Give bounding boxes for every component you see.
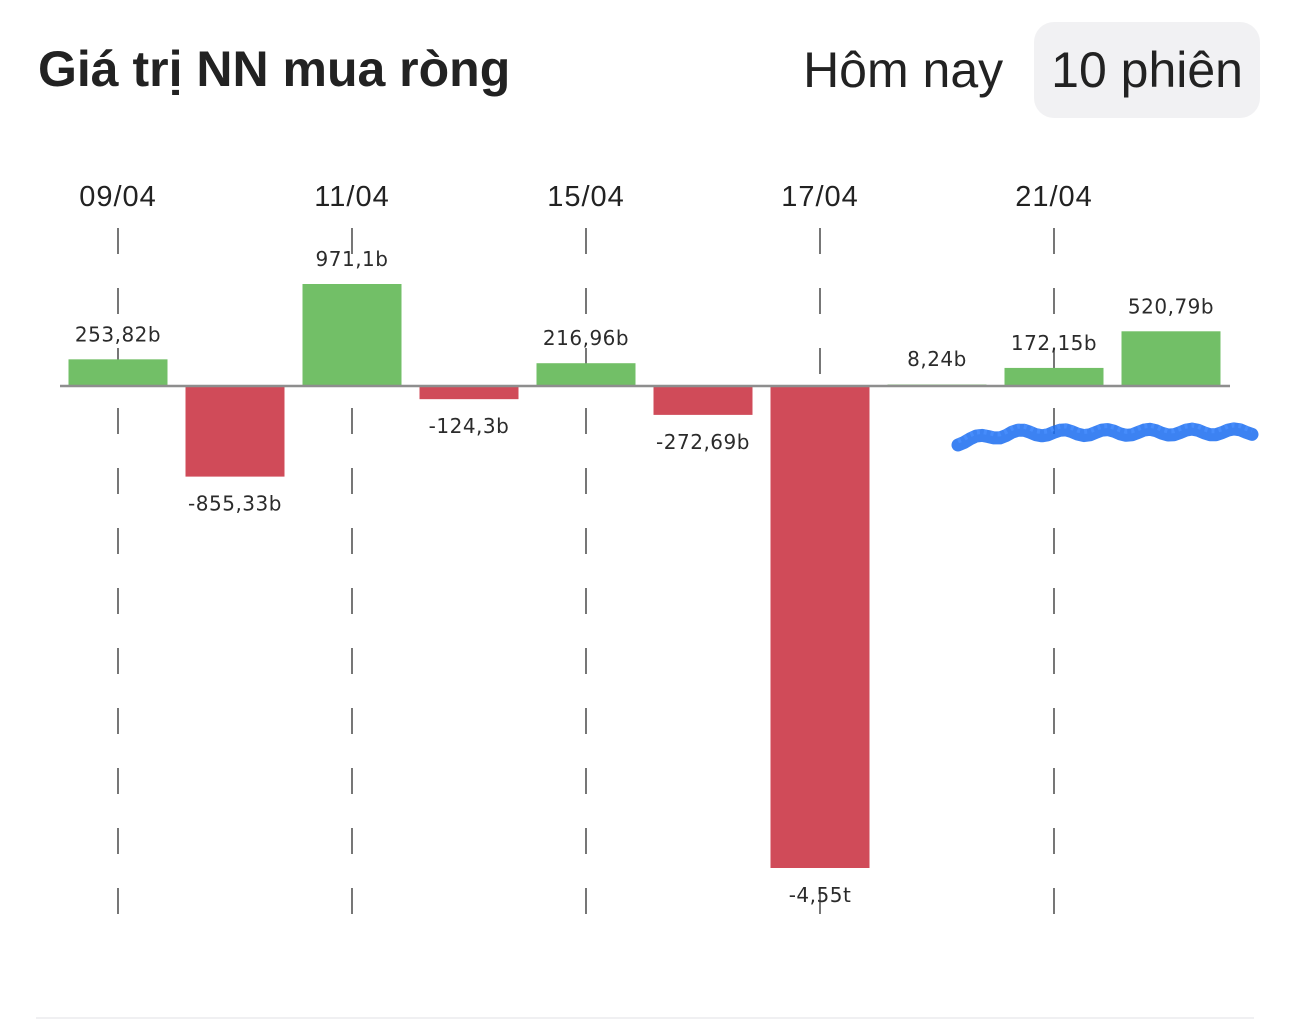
page-title: Giá trị NN mua ròng bbox=[38, 41, 511, 97]
redaction-scribble bbox=[951, 422, 1259, 452]
bar-2 bbox=[302, 284, 402, 386]
x-tick-label-1: 11/04 bbox=[314, 181, 389, 213]
bar-9 bbox=[1121, 331, 1221, 386]
tab-10-sessions[interactable]: 10 phiên bbox=[1034, 22, 1260, 118]
x-tick-label-2: 15/04 bbox=[547, 181, 625, 213]
bar-5 bbox=[653, 386, 753, 415]
value-label-7: 8,24b bbox=[907, 347, 967, 371]
x-tick-label-4: 21/04 bbox=[1015, 181, 1093, 213]
value-label-8: 172,15b bbox=[1011, 331, 1097, 355]
bar-0 bbox=[68, 359, 168, 386]
value-label-9: 520,79b bbox=[1128, 294, 1214, 318]
value-label-3: -124,3b bbox=[429, 414, 510, 438]
bar-3 bbox=[419, 386, 519, 400]
bar-6 bbox=[770, 386, 870, 868]
value-label-0: 253,82b bbox=[75, 322, 161, 346]
value-label-5: -272,69b bbox=[656, 430, 750, 454]
redaction-scribble-texture bbox=[957, 422, 1253, 444]
tab-today[interactable]: Hôm nay bbox=[803, 42, 1004, 98]
x-tick-label-3: 17/04 bbox=[781, 181, 859, 213]
value-label-6: -4,55t bbox=[789, 883, 852, 907]
value-label-1: -855,33b bbox=[188, 492, 282, 516]
value-label-2: 971,1b bbox=[316, 247, 389, 271]
bar-8 bbox=[1004, 367, 1104, 386]
bar-1 bbox=[185, 386, 285, 477]
value-label-4: 216,96b bbox=[543, 326, 629, 350]
x-tick-label-0: 09/04 bbox=[79, 181, 157, 213]
period-tabs: Hôm nay 10 phiên bbox=[786, 22, 1260, 118]
bar-4 bbox=[536, 363, 636, 386]
bottom-divider bbox=[36, 1017, 1254, 1019]
